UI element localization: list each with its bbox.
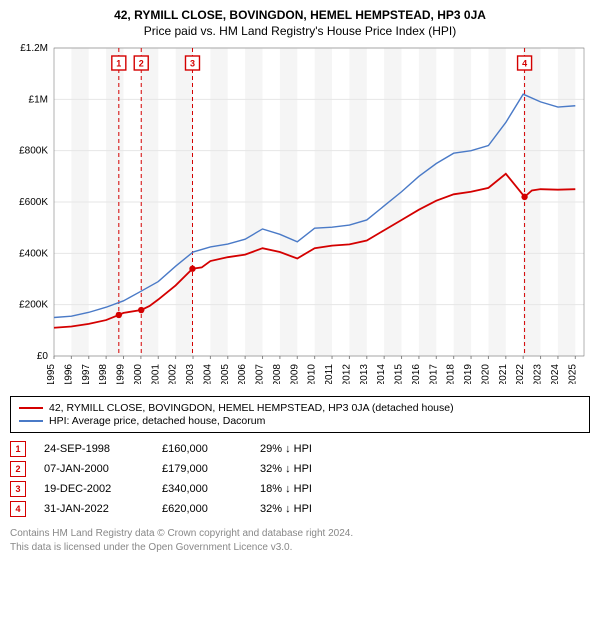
svg-text:2010: 2010 [307,364,318,384]
transaction-row: 4 31-JAN-2022 £620,000 32% ↓ HPI [10,499,590,519]
transaction-pct: 29% ↓ HPI [260,443,350,455]
svg-text:2014: 2014 [376,364,387,384]
svg-text:2003: 2003 [185,364,196,384]
title-subtitle: Price paid vs. HM Land Registry's House … [10,24,590,38]
transaction-marker: 3 [10,481,26,497]
transactions-table: 1 24-SEP-1998 £160,000 29% ↓ HPI 2 07-JAN-200… [10,439,590,519]
footnote-line1: Contains HM Land Registry data © Crown c… [10,527,590,541]
transaction-pct: 18% ↓ HPI [260,483,350,495]
footnote-line2: This data is licensed under the Open Gov… [10,541,590,555]
svg-text:2013: 2013 [359,364,370,384]
transaction-price: £620,000 [162,503,242,515]
svg-text:3: 3 [190,59,195,69]
svg-text:2015: 2015 [394,364,405,384]
transaction-pct: 32% ↓ HPI [260,503,350,515]
transaction-price: £160,000 [162,443,242,455]
svg-text:2025: 2025 [567,364,578,384]
transaction-price: £179,000 [162,463,242,475]
title-address: 42, RYMILL CLOSE, BOVINGDON, HEMEL HEMPS… [10,8,590,22]
svg-text:2012: 2012 [341,364,352,384]
svg-text:1: 1 [116,59,121,69]
svg-text:2016: 2016 [411,364,422,384]
svg-text:2000: 2000 [133,364,144,384]
legend-line-property [19,407,43,409]
svg-text:2021: 2021 [498,364,509,384]
legend-label-property: 42, RYMILL CLOSE, BOVINGDON, HEMEL HEMPS… [49,402,454,414]
legend-label-hpi: HPI: Average price, detached house, Daco… [49,415,265,427]
svg-text:£0: £0 [37,351,49,362]
transaction-date: 24-SEP-1998 [44,443,144,455]
transaction-date: 07-JAN-2000 [44,463,144,475]
svg-text:1995: 1995 [46,364,57,384]
svg-text:2023: 2023 [533,364,544,384]
svg-text:£1.2M: £1.2M [20,44,48,54]
svg-text:1999: 1999 [116,364,127,384]
svg-text:2004: 2004 [202,364,213,384]
svg-text:1997: 1997 [81,364,92,384]
price-chart: £0 £200K £400K £600K £800K £1M £1.2M 1995 1996 19… [10,44,590,384]
svg-text:2007: 2007 [255,364,266,384]
svg-text:2005: 2005 [220,364,231,384]
transaction-date: 31-JAN-2022 [44,503,144,515]
transaction-row: 1 24-SEP-1998 £160,000 29% ↓ HPI [10,439,590,459]
transaction-pct: 32% ↓ HPI [260,463,350,475]
svg-text:£1M: £1M [29,94,48,105]
svg-text:2009: 2009 [289,364,300,384]
transaction-marker: 1 [10,441,26,457]
transaction-price: £340,000 [162,483,242,495]
transaction-date: 19-DEC-2002 [44,483,144,495]
svg-text:2011: 2011 [324,364,335,384]
transaction-marker: 4 [10,501,26,517]
svg-text:£200K: £200K [19,300,48,311]
svg-text:2006: 2006 [237,364,248,384]
transaction-row: 3 19-DEC-2002 £340,000 18% ↓ HPI [10,479,590,499]
svg-text:2018: 2018 [446,364,457,384]
svg-text:2001: 2001 [150,364,161,384]
svg-text:2: 2 [139,59,144,69]
svg-text:2017: 2017 [428,364,439,384]
legend-line-hpi [19,420,43,422]
transaction-marker: 2 [10,461,26,477]
footnote: Contains HM Land Registry data © Crown c… [10,527,590,554]
svg-text:£400K: £400K [19,248,48,259]
transaction-row: 2 07-JAN-2000 £179,000 32% ↓ HPI [10,459,590,479]
svg-text:2002: 2002 [168,364,179,384]
svg-text:4: 4 [522,59,527,69]
svg-text:£600K: £600K [19,197,48,208]
svg-text:1998: 1998 [98,364,109,384]
svg-text:2008: 2008 [272,364,283,384]
svg-text:2020: 2020 [480,364,491,384]
svg-text:2019: 2019 [463,364,474,384]
svg-text:2024: 2024 [550,364,561,384]
legend: 42, RYMILL CLOSE, BOVINGDON, HEMEL HEMPS… [10,396,590,433]
svg-text:1996: 1996 [63,364,74,384]
svg-text:£800K: £800K [19,146,48,157]
svg-text:2022: 2022 [515,364,526,384]
